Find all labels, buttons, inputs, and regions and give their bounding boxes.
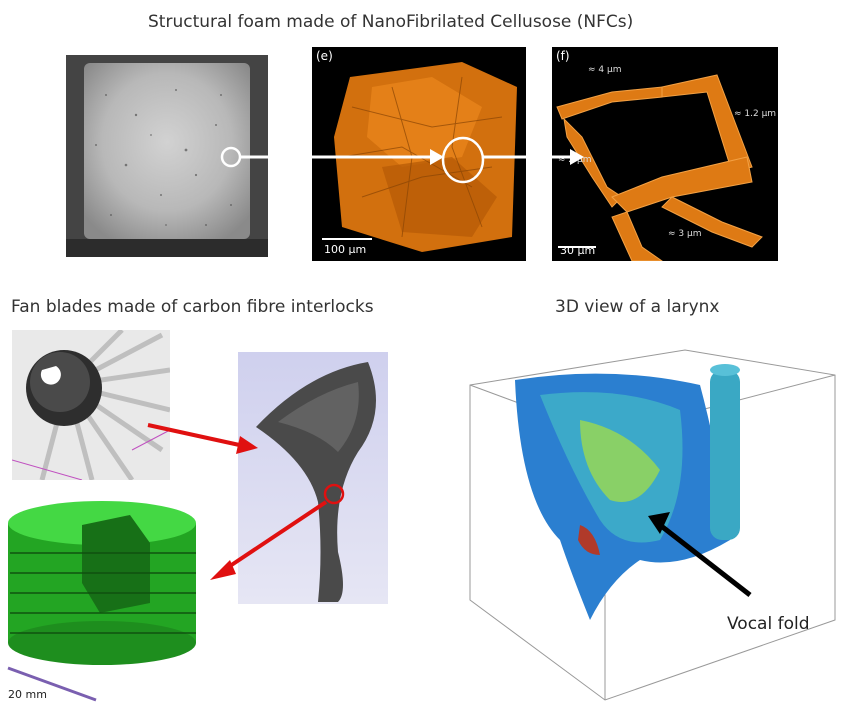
nfc-wall-closeup-panel: (f) ≈ 4 µm ≈ 1.2 µm ≈ 2 µm ≈ 3 µm 30 µm xyxy=(552,47,778,261)
turbofan-engine-photo xyxy=(12,330,170,480)
fan-blade-photo xyxy=(238,352,388,604)
scale-f-label: 30 µm xyxy=(560,244,596,257)
measurement-label: ≈ 3 µm xyxy=(668,229,702,239)
measurement-label: ≈ 4 µm xyxy=(588,65,622,75)
fan-connector-arrows xyxy=(147,423,345,580)
scale-20mm-label: 20 mm xyxy=(8,688,47,701)
panel-f-label: (f) xyxy=(556,49,570,63)
carbon-interlock-3d-render xyxy=(0,493,205,668)
scale-bar-20mm xyxy=(7,666,97,702)
scale-e-label: 100 µm xyxy=(324,243,367,256)
nfc-connector-arrows xyxy=(220,136,584,184)
vocal-fold-label: Vocal fold xyxy=(727,614,810,634)
nfc-3d-render-panel: (e) 100 µm xyxy=(312,47,526,261)
panel-e-label: (e) xyxy=(316,49,333,63)
fan-section-title: Fan blades made of carbon fibre interloc… xyxy=(11,297,374,317)
nfc-section-title: Structural foam made of NanoFibrilated C… xyxy=(148,12,634,32)
foam-sample-photo xyxy=(66,55,268,257)
larynx-section-title: 3D view of a larynx xyxy=(555,297,720,317)
measurement-label: ≈ 1.2 µm xyxy=(734,109,777,119)
larynx-3d-render xyxy=(469,349,836,701)
